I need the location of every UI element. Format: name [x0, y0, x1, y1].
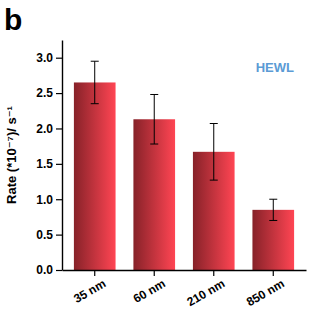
- x-tick: 850 nm: [244, 270, 287, 309]
- x-tick-mark: [273, 270, 274, 276]
- y-tick: 1.0: [36, 193, 62, 207]
- x-tick-mark: [94, 270, 95, 276]
- x-tick: 60 nm: [131, 270, 168, 306]
- error-bar-line: [150, 94, 158, 95]
- x-tick-mark: [213, 270, 214, 276]
- y-tick: 0.0: [36, 263, 62, 277]
- annotation: HEWL: [256, 60, 294, 75]
- x-tick: 210 nm: [184, 270, 227, 309]
- error-bar-line: [213, 124, 214, 181]
- error-bar-line: [150, 144, 158, 145]
- error-bar: [91, 61, 99, 103]
- error-bar-line: [273, 199, 274, 220]
- y-axis: 0.0 0.5 1.0 1.5 2.0 2.5 3.0: [36, 41, 62, 278]
- y-tick: 1.5: [36, 157, 62, 171]
- error-bar-line: [91, 103, 99, 104]
- y-tick-label: 3.0: [36, 51, 53, 65]
- error-bar-line: [210, 180, 218, 181]
- x-tick-label: 850 nm: [244, 276, 287, 309]
- error-bar: [210, 124, 218, 181]
- panel-label: b: [4, 3, 22, 36]
- y-tick-mark: [56, 270, 62, 271]
- y-tick: 0.5: [36, 228, 62, 242]
- y-tick-mark: [56, 58, 62, 59]
- x-tick-mark: [154, 270, 155, 276]
- y-tick-mark: [56, 235, 62, 236]
- y-tick-label: 2.0: [36, 122, 53, 136]
- y-tick-label: 2.5: [36, 86, 53, 100]
- y-tick-label: 0.5: [36, 228, 53, 242]
- error-bar: [269, 199, 277, 220]
- y-tick-label: 1.0: [36, 193, 53, 207]
- error-bar-line: [94, 61, 95, 103]
- y-tick-label: 1.5: [36, 157, 53, 171]
- error-bar-line: [210, 123, 218, 124]
- x-tick-label: 210 nm: [184, 276, 227, 309]
- marks: [74, 61, 294, 270]
- x-axis: 35 nm 60 nm 210 nm 850 nm: [63, 270, 307, 309]
- x-tick-label: 60 nm: [131, 276, 168, 305]
- x-tick-label: 35 nm: [71, 276, 108, 305]
- error-bar: [150, 94, 158, 144]
- x-tick: 35 nm: [71, 270, 108, 306]
- y-tick: 2.0: [36, 122, 62, 136]
- y-axis-title: Rate (*10⁻⁷)/ s⁻¹: [4, 106, 19, 204]
- error-bar-line: [91, 61, 99, 62]
- y-axis-line: [62, 41, 63, 271]
- y-tick: 2.5: [36, 86, 62, 100]
- bar: [74, 82, 116, 270]
- y-tick-mark: [56, 93, 62, 94]
- y-tick-mark: [56, 164, 62, 165]
- error-bar-line: [269, 220, 277, 221]
- plot: 0.0 0.5 1.0 1.5 2.0 2.5 3.0 35 nm 60 nm 210 nm 850…: [36, 41, 306, 310]
- error-bar-line: [269, 199, 277, 200]
- x-axis-line: [63, 270, 307, 271]
- chart: 0.0 0.5 1.0 1.5 2.0 2.5 3.0 35 nm 60 nm 210 nm 850…: [0, 0, 320, 320]
- y-tick-mark: [56, 128, 62, 129]
- error-bar-line: [154, 94, 155, 144]
- y-tick-label: 0.0: [36, 263, 53, 277]
- y-tick: 3.0: [36, 51, 62, 65]
- y-tick-mark: [56, 199, 62, 200]
